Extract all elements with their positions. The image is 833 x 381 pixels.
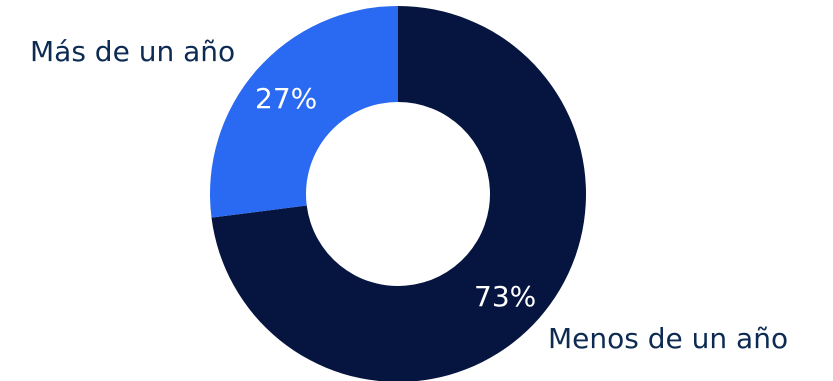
category-label-menos-de-un-ano: Menos de un año — [548, 322, 788, 355]
donut-slices — [210, 6, 586, 381]
category-label-mas-de-un-ano: Más de un año — [30, 35, 235, 68]
donut-slice-menos-de-un-ano — [211, 6, 586, 381]
donut-slice-mas-de-un-ano — [210, 6, 398, 218]
value-label-mas-de-un-ano: 27% — [255, 82, 317, 115]
value-label-menos-de-un-ano: 73% — [474, 280, 536, 313]
